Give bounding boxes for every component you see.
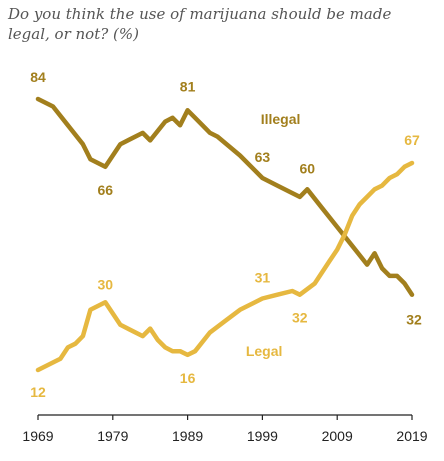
data-label-illegal: 63 xyxy=(255,149,271,165)
data-label-illegal: 60 xyxy=(299,160,315,176)
data-label-illegal: 84 xyxy=(30,69,46,85)
series-lines xyxy=(35,96,415,373)
x-tick-label: 2009 xyxy=(322,428,353,444)
data-label-illegal: 81 xyxy=(180,78,196,94)
x-tick-label: 1969 xyxy=(22,428,53,444)
data-label-legal: 30 xyxy=(98,276,114,292)
data-label-illegal: 32 xyxy=(406,312,422,328)
series-line-illegal xyxy=(35,96,415,297)
series-name-label-illegal: Illegal xyxy=(261,111,301,127)
data-label-legal: 31 xyxy=(255,269,271,285)
data-label-legal: 12 xyxy=(30,384,46,400)
data-label-illegal: 66 xyxy=(98,182,114,198)
x-axis: 1969 1979 1989 1999 2009 2019 xyxy=(22,414,428,444)
data-label-legal: 16 xyxy=(180,370,196,386)
series-line-legal xyxy=(35,160,415,373)
x-tick-label: 1989 xyxy=(172,428,203,444)
x-tick-label: 2019 xyxy=(396,428,427,444)
chart-question-title: Do you think the use of marijuana should… xyxy=(8,5,392,43)
series-name-label-legal: Legal xyxy=(246,343,283,359)
data-label-legal: 67 xyxy=(404,132,420,148)
x-tick-label: 1999 xyxy=(247,428,278,444)
x-tick-label: 1979 xyxy=(97,428,128,444)
data-labels: 84 66 81 63 60 32 12 30 16 31 32 67 Illegal Legal xyxy=(30,69,422,400)
data-label-legal: 32 xyxy=(292,310,308,326)
